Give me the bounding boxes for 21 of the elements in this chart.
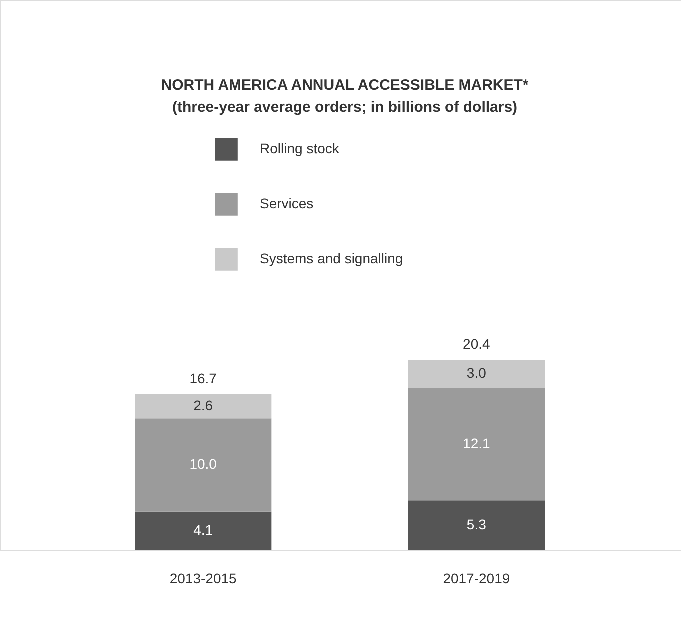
data-label: 2.6 bbox=[194, 398, 214, 414]
bar bbox=[135, 512, 272, 550]
bar bbox=[135, 394, 272, 419]
legend-label: Services bbox=[260, 196, 314, 212]
data-label: 5.3 bbox=[466, 516, 487, 532]
x-tick-label: 2017-2019 bbox=[443, 570, 510, 586]
legend-label: Systems and signalling bbox=[260, 250, 404, 266]
total-label: 16.7 bbox=[190, 370, 218, 386]
total-label: 20.4 bbox=[463, 336, 491, 352]
data-label: 3.0 bbox=[466, 364, 487, 381]
bar bbox=[135, 418, 272, 512]
chart-title: NORTH AMERICA ANNUAL ACCESSIBLE MARKET* bbox=[161, 77, 529, 94]
data-label: 10.0 bbox=[190, 456, 218, 472]
x-tick-label: 2013-2015 bbox=[170, 570, 238, 586]
bar bbox=[408, 500, 545, 550]
bar bbox=[408, 360, 545, 388]
chart-subtitle: (three-year average orders; in billions of dollars) bbox=[172, 99, 518, 116]
data-label: 12.1 bbox=[463, 435, 491, 452]
data-label: 4.1 bbox=[194, 522, 214, 538]
legend-label: Rolling stock bbox=[260, 140, 340, 156]
bar bbox=[408, 388, 545, 501]
